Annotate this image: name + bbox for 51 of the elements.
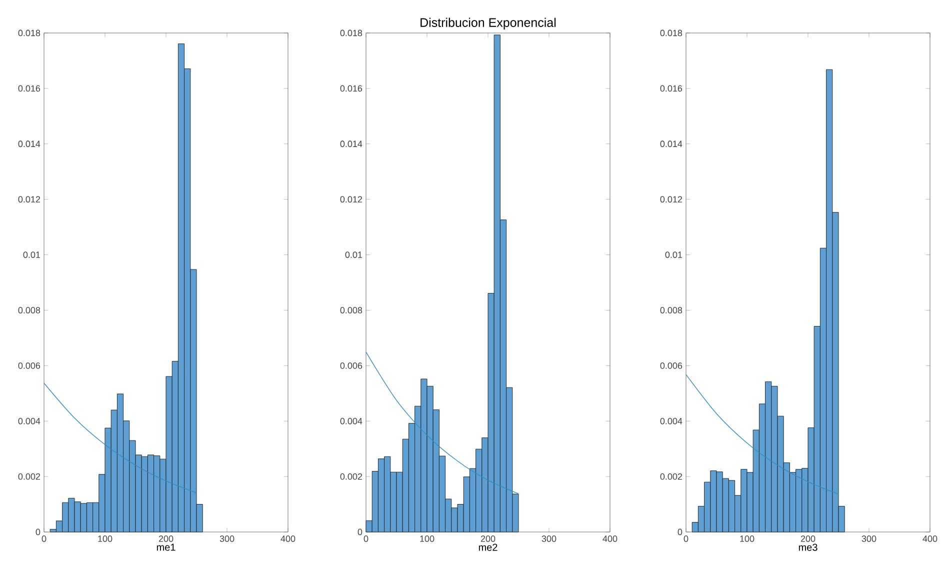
y-tick-label: 0.008 <box>18 307 40 314</box>
y-tick-label: 0.01 <box>665 252 682 258</box>
y-tick-label: 0.016 <box>660 85 682 92</box>
y-tick-label: 0.014 <box>660 140 682 148</box>
y-tick-label: 0 <box>358 528 362 536</box>
y-tick-label: 0.006 <box>18 362 40 369</box>
y-tick-label: 0.014 <box>340 140 362 148</box>
y-tick-label: 0.01 <box>345 252 362 258</box>
y-tick-label: 0.002 <box>18 473 40 480</box>
y-tick-label: 0.016 <box>340 85 362 92</box>
x-axis-title: me1 <box>156 544 176 551</box>
x-tick-label: 0 <box>42 536 46 542</box>
chart-title: Distribucion Exponencial <box>420 18 556 30</box>
y-tick-label: 0.004 <box>18 418 40 424</box>
y-tick-label: 0.018 <box>18 30 40 36</box>
y-tick-label: 0.008 <box>660 307 682 314</box>
y-tick-label: 0.012 <box>660 196 682 203</box>
x-tick-label: 300 <box>542 536 556 542</box>
x-tick-label: 400 <box>922 536 938 542</box>
y-tick-label: 0.006 <box>340 362 362 369</box>
y-tick-label: 0.016 <box>18 85 40 92</box>
y-tick-label: 0.018 <box>340 30 362 36</box>
y-tick-label: 0.012 <box>18 196 40 203</box>
x-axis-title: me2 <box>478 544 498 551</box>
x-tick-label: 300 <box>220 536 234 542</box>
x-tick-label: 400 <box>602 536 618 542</box>
y-tick-label: 0.01 <box>23 252 40 258</box>
y-tick-label: 0.018 <box>660 30 682 36</box>
x-tick-label: 0 <box>364 536 368 542</box>
x-tick-label: 100 <box>420 536 434 542</box>
x-tick-label: 400 <box>280 536 296 542</box>
x-tick-label: 200 <box>800 536 816 542</box>
y-tick-label: 0.008 <box>340 307 362 314</box>
y-tick-label: 0 <box>36 528 40 536</box>
x-tick-label: 0 <box>684 536 688 542</box>
y-tick-label: 0.002 <box>340 473 362 480</box>
y-tick-label: 0.012 <box>340 196 362 203</box>
y-tick-label: 0.002 <box>660 473 682 480</box>
line-series <box>44 382 197 494</box>
y-tick-label: 0.004 <box>660 418 682 424</box>
x-axis-title: me3 <box>798 544 818 551</box>
line-series <box>686 374 839 494</box>
x-tick-label: 100 <box>98 536 112 542</box>
y-tick-label: 0.004 <box>340 418 362 424</box>
y-tick-label: 0.006 <box>660 362 682 369</box>
x-tick-label: 100 <box>740 536 754 542</box>
x-tick-label: 300 <box>862 536 876 542</box>
x-tick-label: 200 <box>158 536 174 542</box>
y-tick-label: 0.014 <box>18 140 40 148</box>
y-tick-label: 0 <box>678 528 682 536</box>
x-tick-label: 200 <box>480 536 496 542</box>
